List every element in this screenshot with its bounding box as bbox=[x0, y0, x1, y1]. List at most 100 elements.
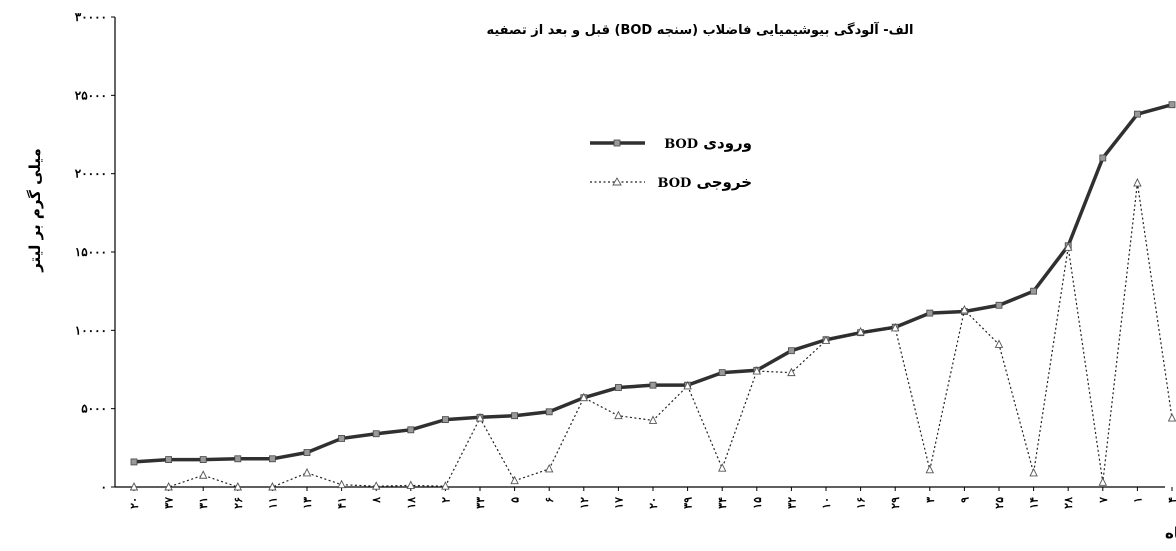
x-tick-label: ۱۲ bbox=[578, 497, 591, 509]
legend-item-outflow: BOD خروجی bbox=[590, 173, 752, 191]
data-point-inflow bbox=[268, 455, 276, 463]
data-point-outflow bbox=[994, 339, 1004, 348]
data-point-outflow bbox=[198, 470, 208, 479]
data-point-inflow bbox=[303, 449, 311, 456]
x-tick-label: ۳۴ bbox=[716, 497, 729, 509]
x-tick-label: ۶ bbox=[543, 497, 556, 503]
legend-inflow-text: BOD ورودی bbox=[664, 134, 752, 152]
legend: BOD ورودی BOD خروجی bbox=[590, 134, 752, 191]
x-tick-label: ۷ bbox=[1097, 497, 1110, 504]
series-inflow bbox=[130, 101, 1176, 466]
legend-bod-abbrev: BOD bbox=[664, 137, 698, 152]
data-point-inflow bbox=[545, 408, 553, 416]
data-point-inflow bbox=[649, 381, 657, 389]
y-tick-label: ۳۰۰۰۰ bbox=[75, 10, 107, 24]
y-tick-label: ۵۰۰۰ bbox=[81, 402, 107, 416]
x-axis: ۲۰ ۳۷ ۳۱ ۲۶ ۱۱ ۱۳ ۴۱ ۸ ۱۸ ۲ ۳۳ ۵ ۶ ۱۲ ۱۷ ۲۰ ۳۹ ۳۴ ۱۵ ۳۲ ۱۰ ۱۶… bbox=[115, 486, 1176, 509]
data-point-outflow bbox=[648, 415, 658, 424]
x-tick-label: ۳ bbox=[924, 497, 937, 503]
x-tick-label: ۲۶ bbox=[232, 497, 245, 509]
x-tick-label: ۱۴ bbox=[1028, 497, 1041, 509]
y-tick-label: ۱۰۰۰۰ bbox=[75, 323, 107, 337]
x-tick-label: ۴ bbox=[1166, 497, 1176, 503]
x-tick-label: ۲۹ bbox=[889, 497, 902, 509]
legend-outflow-label: BOD خروجی bbox=[657, 173, 752, 191]
series-layer bbox=[129, 101, 1176, 491]
x-tick-label: ۱۷ bbox=[612, 497, 625, 509]
data-point-outflow bbox=[579, 392, 589, 402]
data-point-outflow bbox=[441, 481, 450, 490]
legend-persian-word: خروجی bbox=[691, 173, 752, 191]
legend-bod-abbrev: BOD bbox=[657, 176, 691, 191]
data-point-inflow bbox=[130, 458, 138, 466]
x-tick-label: ۱۳ bbox=[301, 497, 314, 509]
x-tick-label: ۲۸ bbox=[1062, 497, 1075, 509]
data-point-outflow bbox=[821, 335, 831, 344]
x-tick-label: ۱ bbox=[1131, 497, 1144, 503]
y-tick-label: ۲۰۰۰۰ bbox=[75, 167, 107, 181]
data-point-outflow bbox=[752, 366, 762, 375]
data-point-inflow bbox=[926, 309, 934, 317]
data-point-outflow bbox=[371, 481, 381, 490]
data-point-inflow bbox=[1168, 101, 1176, 109]
data-point-outflow bbox=[1029, 467, 1038, 477]
data-point-outflow bbox=[164, 481, 173, 491]
x-tick-label: ۲ bbox=[439, 497, 452, 503]
y-axis: ۰ ۵۰۰۰ ۱۰۰۰۰ ۱۵۰۰۰ ۲۰۰۰۰ ۲۵۰۰۰ ۳۰۰۰۰ bbox=[75, 10, 116, 494]
data-point-outflow bbox=[717, 463, 727, 472]
data-point-outflow bbox=[129, 481, 139, 491]
data-point-inflow bbox=[1134, 110, 1141, 118]
data-point-outflow bbox=[925, 464, 935, 474]
data-point-outflow bbox=[510, 475, 519, 485]
data-point-outflow bbox=[544, 463, 554, 473]
data-point-inflow bbox=[511, 412, 519, 420]
data-point-outflow bbox=[960, 304, 969, 314]
legend-outflow-text: BOD خروجی bbox=[657, 173, 752, 191]
data-point-outflow bbox=[406, 480, 416, 489]
data-point-inflow bbox=[407, 426, 415, 434]
data-point-inflow bbox=[338, 435, 346, 442]
legend-item-inflow: BOD ورودی bbox=[590, 134, 752, 152]
x-tick-label: ۴۱ bbox=[336, 497, 349, 509]
series-line-outflow bbox=[134, 182, 1173, 488]
legend-inflow-marker bbox=[613, 139, 621, 147]
data-point-inflow bbox=[995, 301, 1003, 309]
data-point-outflow bbox=[614, 410, 623, 420]
data-point-outflow bbox=[1133, 178, 1142, 187]
data-point-outflow bbox=[302, 467, 312, 477]
data-point-inflow bbox=[441, 416, 449, 424]
y-tick-label: ۱۵۰۰۰ bbox=[75, 245, 107, 259]
data-point-outflow bbox=[233, 481, 243, 491]
data-point-inflow bbox=[1099, 154, 1107, 162]
x-tick-label: ۱۶ bbox=[855, 497, 868, 509]
data-point-outflow bbox=[683, 380, 692, 390]
legend-outflow-marker bbox=[612, 177, 622, 186]
x-tick-label: ۲۵ bbox=[993, 497, 1006, 509]
data-point-outflow bbox=[787, 367, 796, 377]
x-tick-label: ۱۰ bbox=[820, 497, 833, 509]
x-tick-label: ۱۱ bbox=[266, 497, 279, 509]
x-tick-label: ۹ bbox=[958, 497, 971, 503]
x-tick-label: ۱۸ bbox=[405, 497, 418, 509]
chart-title: الف- آلودگی بیوشیمیایی فاضلاب (سنجه BOD)… bbox=[486, 21, 913, 38]
data-point-inflow bbox=[199, 456, 207, 463]
y-tick-label: ۰ bbox=[101, 480, 107, 494]
x-tick-label: ۸ bbox=[370, 497, 383, 504]
x-tick-label: ۲۰ bbox=[128, 497, 141, 509]
data-point-outflow bbox=[890, 322, 900, 332]
data-point-outflow bbox=[1098, 477, 1108, 486]
data-point-outflow bbox=[1167, 413, 1176, 422]
x-tick-label: ۳۷ bbox=[163, 497, 176, 509]
x-tick-label: ۲۰ bbox=[647, 497, 660, 509]
data-point-inflow bbox=[372, 430, 380, 438]
legend-persian-word: ورودی bbox=[698, 134, 752, 152]
legend-inflow-label: BOD ورودی bbox=[664, 134, 752, 152]
x-tick-label: ۳۳ bbox=[474, 497, 487, 509]
data-point-inflow bbox=[234, 455, 242, 463]
data-point-outflow bbox=[475, 413, 485, 422]
x-axis-label: کد کشتارگاه bbox=[1165, 524, 1176, 542]
x-tick-label: ۳۲ bbox=[785, 497, 798, 509]
series-outflow bbox=[129, 178, 1176, 491]
series-line-inflow bbox=[133, 103, 1173, 464]
